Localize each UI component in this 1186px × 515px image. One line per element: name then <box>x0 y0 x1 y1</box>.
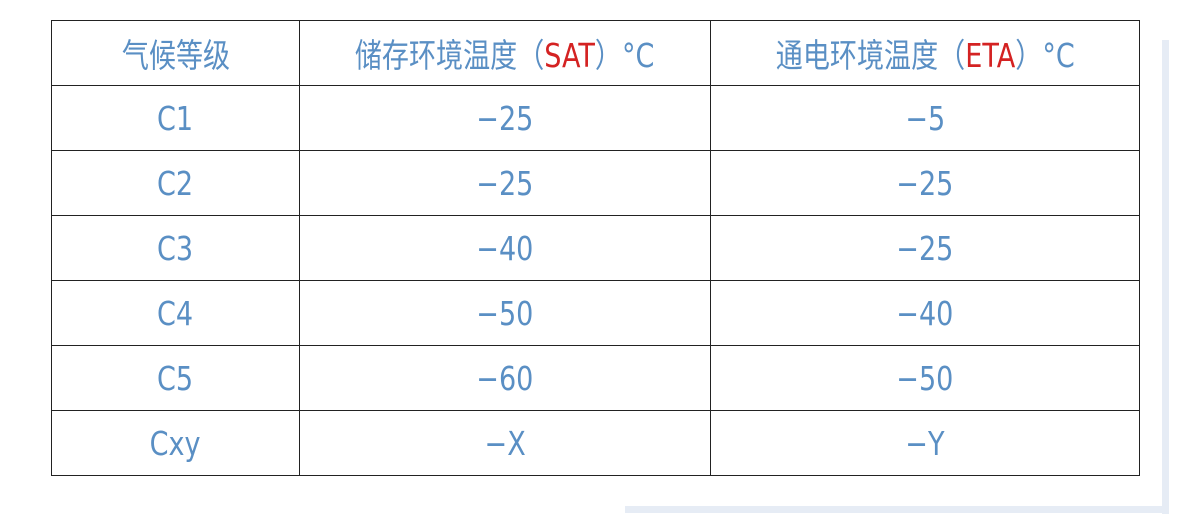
climate-class-cell: C5 <box>51 345 300 411</box>
cell-text: −40 <box>476 228 534 268</box>
cell-text: C2 <box>157 163 194 203</box>
table-row: C5 −60 −50 <box>51 345 1140 411</box>
cell-text: −25 <box>896 163 954 203</box>
operating-temp-cell: −Y <box>710 410 1140 476</box>
decorative-frame-vertical <box>1162 40 1169 514</box>
header-operating-temp: 通电环境温度（ETA）°C <box>710 20 1140 86</box>
header-text: 通电环境温度（ <box>775 36 965 75</box>
operating-temp-cell: −40 <box>710 280 1140 346</box>
table-row: C2 −25 −25 <box>51 150 1140 216</box>
cell-text: C4 <box>157 293 194 333</box>
cell-text: −50 <box>896 358 954 398</box>
operating-temp-cell: −25 <box>710 150 1140 216</box>
cell-text: −Y <box>905 423 945 463</box>
header-climate-class: 气候等级 <box>51 20 300 86</box>
climate-class-temperature-table: 气候等级 储存环境温度（SAT）°C 通电环境温度（ETA）°C C1 −25 −5… <box>51 20 1140 476</box>
table-row: C4 −50 −40 <box>51 280 1140 346</box>
storage-temp-cell: −X <box>299 410 711 476</box>
storage-temp-cell: −25 <box>299 85 711 151</box>
header-code-sat: SAT <box>544 36 596 75</box>
header-unit: ）°C <box>595 36 655 75</box>
storage-temp-cell: −50 <box>299 280 711 346</box>
cell-text: C5 <box>157 358 194 398</box>
operating-temp-cell: −50 <box>710 345 1140 411</box>
climate-class-cell: C2 <box>51 150 300 216</box>
table-row: C1 −25 −5 <box>51 85 1140 151</box>
cell-text: −X <box>484 423 526 463</box>
cell-text: −50 <box>476 293 534 333</box>
storage-temp-cell: −25 <box>299 150 711 216</box>
decorative-frame-horizontal <box>625 506 1169 513</box>
cell-text: −60 <box>476 358 534 398</box>
climate-class-cell: Cxy <box>51 410 300 476</box>
table-row: C3 −40 −25 <box>51 215 1140 281</box>
storage-temp-cell: −60 <box>299 345 711 411</box>
table-row: Cxy −X −Y <box>51 410 1140 476</box>
climate-class-cell: C3 <box>51 215 300 281</box>
cell-text: Cxy <box>150 423 201 463</box>
header-row: 气候等级 储存环境温度（SAT）°C 通电环境温度（ETA）°C <box>51 20 1140 86</box>
header-text: 气候等级 <box>121 36 230 75</box>
header-storage-temp: 储存环境温度（SAT）°C <box>299 20 711 86</box>
climate-class-cell: C1 <box>51 85 300 151</box>
cell-text: C1 <box>157 98 194 138</box>
cell-text: −25 <box>896 228 954 268</box>
cell-text: −25 <box>476 163 534 203</box>
storage-temp-cell: −40 <box>299 215 711 281</box>
operating-temp-cell: −25 <box>710 215 1140 281</box>
operating-temp-cell: −5 <box>710 85 1140 151</box>
climate-class-cell: C4 <box>51 280 300 346</box>
header-unit: ）°C <box>1014 36 1075 75</box>
header-text: 储存环境温度（ <box>355 36 545 75</box>
cell-text: C3 <box>157 228 194 268</box>
header-code-eta: ETA <box>964 36 1015 75</box>
cell-text: −5 <box>905 98 945 138</box>
cell-text: −40 <box>896 293 954 333</box>
cell-text: −25 <box>476 98 534 138</box>
